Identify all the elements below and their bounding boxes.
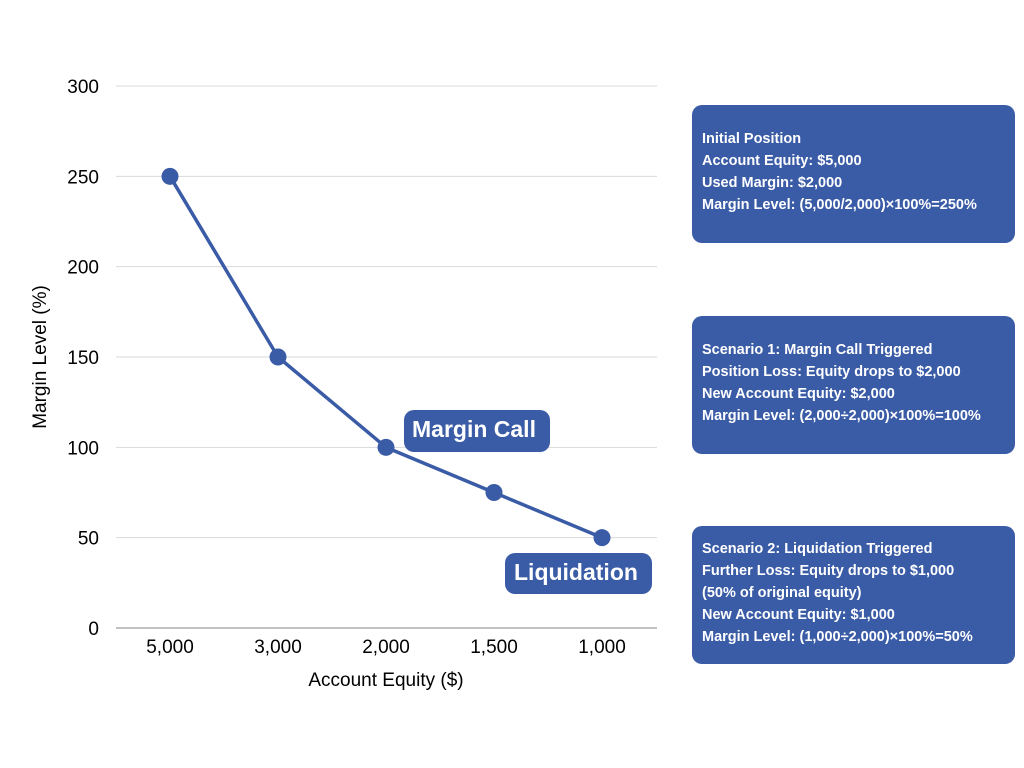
data-point <box>377 438 395 456</box>
x-tick-label: 2,000 <box>362 637 410 658</box>
gridlines <box>116 85 657 539</box>
scenario-1-position-loss: Position Loss: Equity drops to $2,000 <box>702 364 961 380</box>
scenario-1-box: Scenario 1: Margin Call Triggered Positi… <box>692 316 1015 454</box>
liquidation-label: Liquidation <box>505 553 652 594</box>
scenario-2-account-equity: New Account Equity: $1,000 <box>702 607 895 623</box>
scenario-1-account-equity: New Account Equity: $2,000 <box>702 386 895 402</box>
initial-account-equity: Account Equity: $5,000 <box>702 153 862 169</box>
scenario-2-title: Scenario 2: Liquidation Triggered <box>702 541 933 557</box>
initial-position-box: Initial Position Account Equity: $5,000 … <box>692 105 1015 243</box>
data-point <box>593 529 611 547</box>
y-tick-label: 50 <box>78 529 99 550</box>
x-tick-label: 5,000 <box>146 637 194 658</box>
y-tick-label: 150 <box>67 348 99 369</box>
scenario-1-margin-level: Margin Level: (2,000÷2,000)×100%=100% <box>702 408 981 424</box>
initial-margin-level: Margin Level: (5,000/2,000)×100%=250% <box>702 197 977 213</box>
data-point <box>161 167 179 185</box>
scenario-1-title: Scenario 1: Margin Call Triggered <box>702 342 933 358</box>
data-point <box>485 484 503 501</box>
y-tick-labels: 0 50 100 150 200 250 300 <box>67 77 99 640</box>
scenario-2-note: (50% of original equity) <box>702 585 862 601</box>
y-tick-label: 200 <box>67 258 99 279</box>
x-axis-title: Account Equity ($) <box>308 670 463 691</box>
margin-level-series <box>161 167 611 547</box>
margin-call-label: Margin Call <box>404 410 550 452</box>
initial-position-title: Initial Position <box>702 131 802 147</box>
y-tick-label: 100 <box>67 438 99 459</box>
y-tick-label: 250 <box>67 167 99 188</box>
initial-used-margin: Used Margin: $2,000 <box>702 175 843 191</box>
scenario-2-margin-level: Margin Level: (1,000÷2,000)×100%=50% <box>702 629 973 645</box>
y-tick-label: 0 <box>88 619 99 640</box>
scenario-2-further-loss: Further Loss: Equity drops to $1,000 <box>702 563 955 579</box>
x-tick-label: 1,500 <box>470 637 518 658</box>
x-tick-label: 1,000 <box>578 637 626 658</box>
x-tick-labels: 5,000 3,000 2,000 1,500 1,000 <box>146 637 626 658</box>
y-tick-label: 300 <box>67 77 99 98</box>
y-axis-title: Margin Level (%) <box>30 285 51 429</box>
x-tick-label: 3,000 <box>254 637 302 658</box>
scenario-2-box: Scenario 2: Liquidation Triggered Furthe… <box>692 526 1015 664</box>
data-point <box>269 348 287 366</box>
